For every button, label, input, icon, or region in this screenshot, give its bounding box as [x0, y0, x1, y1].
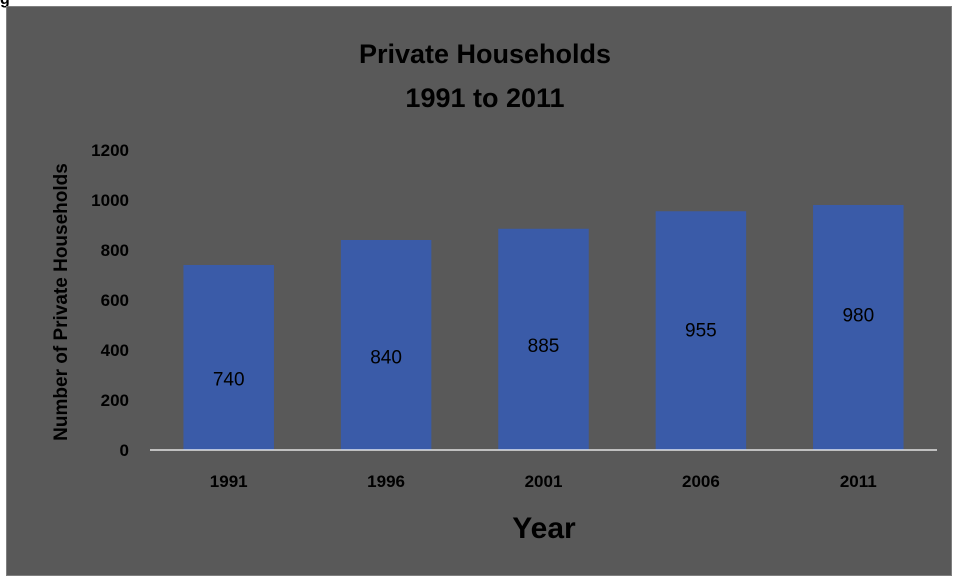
x-tick-label: 1991 [210, 472, 248, 491]
x-tick-label: 1996 [367, 472, 405, 491]
data-label-2011: 980 [842, 305, 874, 326]
data-label-1991: 740 [213, 370, 245, 391]
y-tick-label: 0 [120, 441, 129, 460]
chart-title-line-1: Private Households [359, 39, 611, 69]
x-axis-title: Year [512, 512, 576, 545]
chart-title-line-2: 1991 to 2011 [405, 83, 564, 113]
bar-1996 [341, 240, 432, 450]
bar-2011 [813, 205, 904, 450]
x-tick-label: 2006 [682, 472, 720, 491]
x-tick-label: 2011 [840, 472, 877, 491]
y-tick-label: 200 [101, 391, 129, 410]
y-tick-label: 400 [101, 341, 129, 360]
data-label-2001: 885 [528, 336, 560, 357]
bar-1991 [183, 265, 274, 450]
y-tick-label: 800 [101, 241, 129, 260]
y-tick-label: 1000 [91, 191, 129, 210]
x-tick-label: 2001 [525, 472, 563, 491]
data-label-1996: 840 [370, 348, 402, 369]
data-label-2006: 955 [685, 321, 717, 342]
y-tick-label: 1200 [91, 141, 129, 160]
y-axis-title: Number of Private Households [51, 163, 72, 441]
y-tick-label: 600 [101, 291, 129, 310]
